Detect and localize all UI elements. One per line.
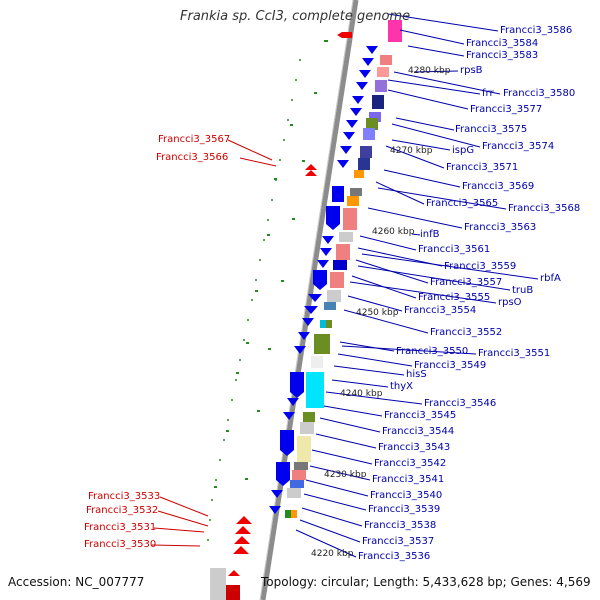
forward-tick-dots [245, 40, 328, 480]
gene-label[interactable]: Francci3_3550 [396, 346, 469, 357]
gene-label[interactable]: Francci3_3533 [88, 491, 161, 502]
gene-label[interactable]: Francci3_3577 [470, 104, 543, 115]
gene-label[interactable]: infB [420, 229, 440, 240]
gene-label[interactable]: Francci3_3561 [418, 244, 491, 255]
reverse-leader-lines [151, 139, 277, 547]
tick-label-4280: 4280 kbp [408, 66, 451, 76]
gene-label[interactable]: Francci3_3554 [404, 305, 477, 316]
gene-label[interactable]: Francci3_3567 [158, 134, 231, 145]
gene-label[interactable]: frr [482, 88, 494, 99]
gene-label[interactable]: Francci3_3583 [466, 50, 539, 61]
reverse-tick-dots [214, 124, 293, 488]
genome-backbone [260, 0, 359, 600]
tick-label-4260: 4260 kbp [372, 227, 415, 237]
gene-label[interactable]: Francci3_3544 [382, 426, 455, 437]
gene-label[interactable]: Francci3_3568 [508, 203, 581, 214]
tick-label-4220: 4220 kbp [311, 549, 354, 559]
dotted-guide [207, 59, 301, 541]
gene-label[interactable]: Francci3_3538 [364, 520, 437, 531]
gene-label[interactable]: Francci3_3532 [86, 505, 159, 516]
gene-label[interactable]: rpsB [460, 65, 483, 76]
gene-label[interactable]: Francci3_3580 [503, 88, 576, 99]
gene-label[interactable]: Francci3_3542 [374, 458, 447, 469]
tick-label-4270: 4270 kbp [390, 146, 433, 156]
gene-label[interactable]: Francci3_3565 [426, 198, 499, 209]
gene-label[interactable]: Francci3_3545 [384, 410, 457, 421]
forward-leader-lines [295, 13, 539, 558]
gene-label[interactable]: thyX [390, 381, 414, 392]
gene-label[interactable]: truB [512, 285, 534, 296]
gene-label[interactable]: Francci3_3569 [462, 181, 535, 192]
reverse-gene-arrows [228, 32, 352, 576]
tick-label-4240: 4240 kbp [340, 389, 383, 399]
accession-text: Accession: NC_007777 [8, 575, 145, 589]
gene-label[interactable]: Francci3_3546 [424, 398, 497, 409]
tick-label-4230: 4230 kbp [324, 470, 367, 480]
topology-text: Topology: circular; Length: 5,433,628 bp… [261, 575, 591, 589]
gene-label[interactable]: Francci3_3530 [84, 539, 157, 550]
gene-label[interactable]: Francci3_3540 [370, 490, 443, 501]
genome-title: Frankia sp. CcI3, complete genome [180, 9, 411, 24]
genome-backbone-highlight [259, 0, 354, 600]
gene-label[interactable]: hisS [406, 369, 427, 380]
gene-label[interactable]: Francci3_3541 [372, 474, 445, 485]
gene-label[interactable]: Francci3_3557 [430, 277, 503, 288]
gene-label[interactable]: Francci3_3549 [414, 360, 487, 371]
gene-label[interactable]: Francci3_3536 [358, 551, 431, 562]
gene-label[interactable]: Francci3_3559 [444, 261, 517, 272]
gene-label[interactable]: Francci3_3537 [362, 536, 435, 547]
gene-label[interactable]: Francci3_3543 [378, 442, 451, 453]
gene-label[interactable]: Francci3_3563 [464, 222, 537, 233]
gene-label[interactable]: Francci3_3571 [446, 162, 519, 173]
gene-label[interactable]: ispG [452, 145, 475, 156]
gene-label[interactable]: Francci3_3552 [430, 327, 503, 338]
gene-label[interactable]: Francci3_3584 [466, 38, 539, 49]
gene-label[interactable]: Francci3_3566 [156, 152, 229, 163]
gene-label[interactable]: rbfA [540, 273, 561, 284]
tick-label-4250: 4250 kbp [356, 308, 399, 318]
gene-label[interactable]: rpsO [498, 297, 522, 308]
forward-gene-arrows [269, 46, 378, 514]
gene-label[interactable]: Francci3_3586 [500, 25, 573, 36]
gene-label[interactable]: Francci3_3574 [482, 141, 555, 152]
feature-boxes [210, 20, 402, 600]
gene-label[interactable]: Francci3_3575 [455, 124, 528, 135]
gene-label[interactable]: Francci3_3551 [478, 348, 551, 359]
gene-label[interactable]: Francci3_3539 [368, 504, 441, 515]
gene-label[interactable]: Francci3_3531 [84, 522, 157, 533]
gene-label[interactable]: Francci3_3555 [418, 292, 491, 303]
